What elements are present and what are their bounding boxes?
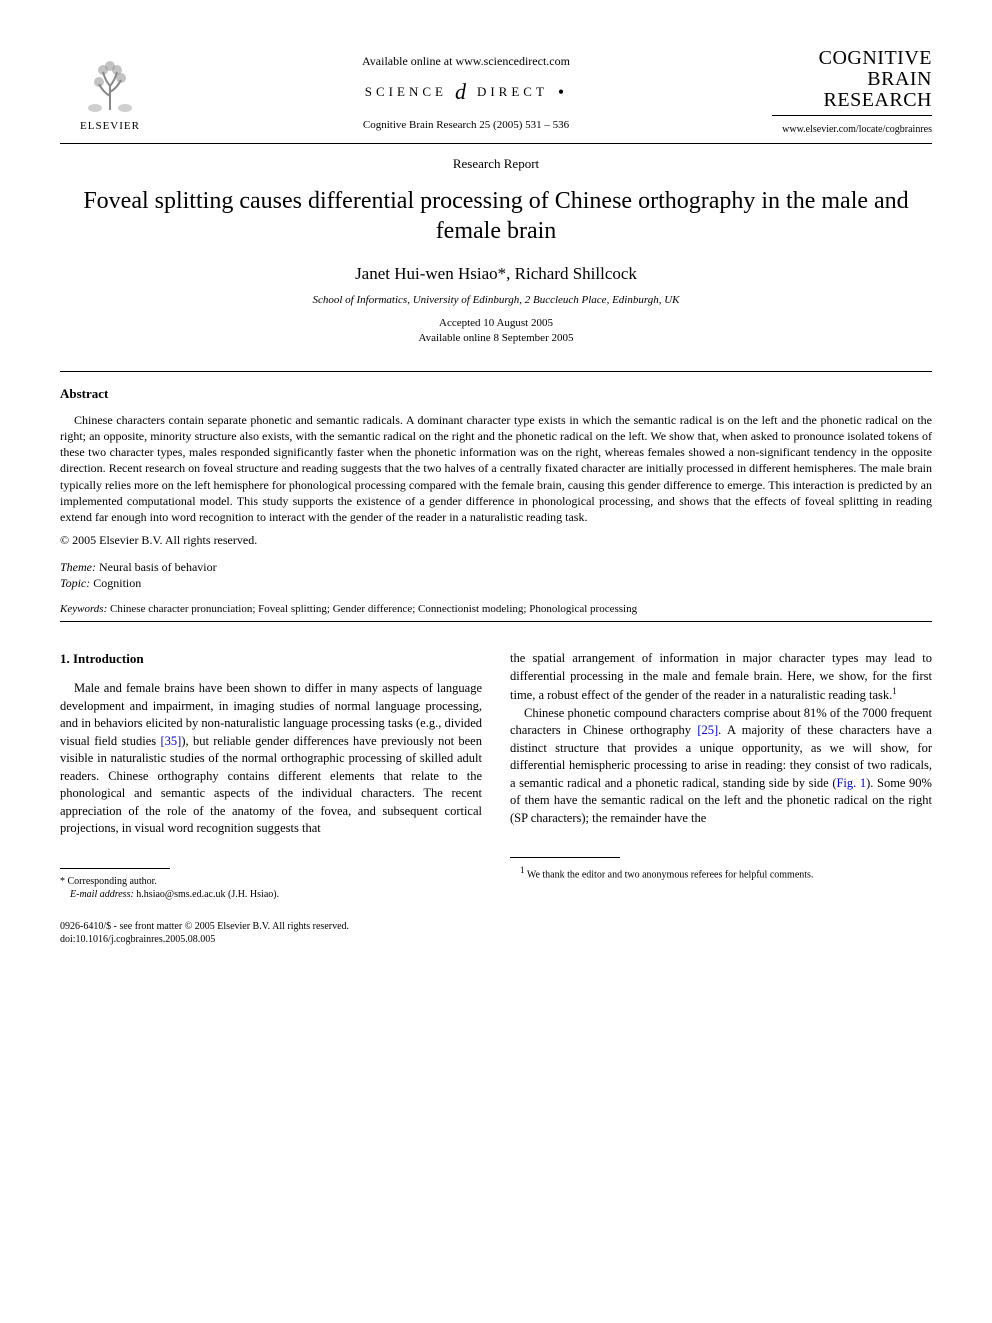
abstract-bottom-rule [60,621,932,622]
abstract-copyright: © 2005 Elsevier B.V. All rights reserved… [60,533,932,548]
sd-word-2: DIRECT [477,84,548,100]
journal-name-line1: COGNITIVE [772,48,932,69]
intro-paragraph-1-cont: the spatial arrangement of information i… [510,650,932,705]
theme-line: Theme: Neural basis of behavior [60,560,932,575]
keywords-value: Chinese character pronunciation; Foveal … [110,603,637,615]
email-label: E-mail address: [70,889,134,900]
abstract-heading: Abstract [60,386,932,402]
doi-block: 0926-6410/$ - see front matter © 2005 El… [60,920,349,946]
footnote-rule-left [60,868,170,869]
keywords-line: Keywords: Chinese character pronunciatio… [60,603,932,615]
intro-p1-text-b: ), but reliable gender differences have … [60,734,482,836]
journal-url: www.elsevier.com/locate/cogbrainres [772,124,932,135]
article-type: Research Report [60,156,932,172]
corresponding-label: * Corresponding author. [60,875,482,889]
header-center: Available online at www.sciencedirect.co… [160,48,772,131]
abstract-top-rule [60,371,932,372]
science-direct-logo: SCIENCE d DIRECT • [160,79,772,105]
section-heading-intro: 1. Introduction [60,650,482,668]
online-date: Available online 8 September 2005 [60,331,932,346]
keywords-label: Keywords: [60,603,107,615]
ref-link-35[interactable]: [35] [161,734,182,748]
column-right: the spatial arrangement of information i… [510,650,932,902]
journal-block: COGNITIVE BRAIN RESEARCH www.elsevier.co… [772,48,932,135]
citation-line: Cognitive Brain Research 25 (2005) 531 –… [160,119,772,131]
theme-label: Theme: [60,560,96,574]
column-left: 1. Introduction Male and female brains h… [60,650,482,902]
topic-label: Topic: [60,576,90,590]
body-columns: 1. Introduction Male and female brains h… [60,650,932,902]
journal-name-line3: RESEARCH [772,90,932,111]
ref-link-fig1[interactable]: Fig. 1 [836,776,866,790]
intro-paragraph-2: Chinese phonetic compound characters com… [510,705,932,828]
page-header: ELSEVIER Available online at www.science… [60,48,932,135]
col2-p1-text: the spatial arrangement of information i… [510,651,932,702]
publisher-logo-block: ELSEVIER [60,48,160,132]
email-value: h.hsiao@sms.ed.ac.uk (J.H. Hsiao). [136,889,279,900]
sd-dot-icon: • [558,82,567,103]
issn-line: 0926-6410/$ - see front matter © 2005 El… [60,920,349,933]
email-line: E-mail address: h.hsiao@sms.ed.ac.uk (J.… [60,888,482,902]
article-title: Foveal splitting causes differential pro… [60,186,932,246]
topic-value: Cognition [93,576,141,590]
footnote-marker-1: 1 [892,686,897,696]
journal-name: COGNITIVE BRAIN RESEARCH [772,48,932,111]
thanks-footnote: 1 We thank the editor and two anonymous … [510,864,932,882]
ref-link-25[interactable]: [25] [697,723,718,737]
affiliation: School of Informatics, University of Edi… [60,294,932,306]
sd-at-icon: d [455,79,469,105]
authors: Janet Hui-wen Hsiao*, Richard Shillcock [60,264,932,284]
theme-value: Neural basis of behavior [99,560,217,574]
accepted-date: Accepted 10 August 2005 [60,316,932,331]
corresponding-author-note: * Corresponding author. E-mail address: … [60,875,482,902]
sd-word-1: SCIENCE [365,84,447,100]
journal-name-line2: BRAIN [772,69,932,90]
abstract-text: Chinese characters contain separate phon… [60,412,932,525]
page-footer: 0926-6410/$ - see front matter © 2005 El… [60,920,932,946]
elsevier-tree-icon [75,48,145,118]
available-online-text: Available online at www.sciencedirect.co… [160,54,772,69]
publication-dates: Accepted 10 August 2005 Available online… [60,316,932,347]
topic-line: Topic: Cognition [60,576,932,591]
publisher-name: ELSEVIER [80,120,140,132]
thanks-text: We thank the editor and two anonymous re… [527,870,814,881]
journal-rule [772,115,932,116]
doi-line: doi:10.1016/j.cogbrainres.2005.08.005 [60,933,349,946]
footnote-rule-right [510,857,620,858]
intro-paragraph-1: Male and female brains have been shown t… [60,680,482,838]
thanks-sup: 1 [520,865,525,875]
header-divider [60,143,932,144]
